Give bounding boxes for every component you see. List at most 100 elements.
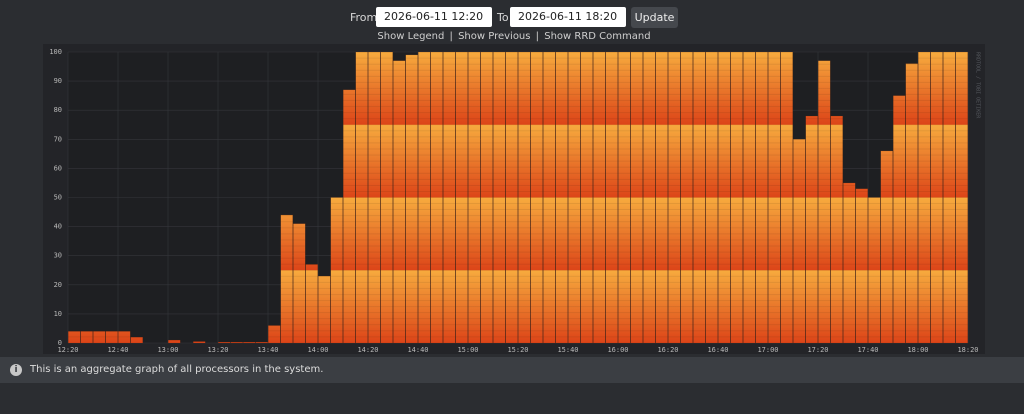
bar	[630, 51, 643, 344]
bar	[955, 51, 968, 344]
bar	[168, 339, 181, 344]
x-tick-label: 12:20	[57, 346, 78, 354]
bar	[80, 331, 93, 344]
bar	[755, 51, 768, 344]
x-tick-label: 18:00	[907, 346, 928, 354]
bar	[680, 51, 693, 344]
bar	[918, 51, 931, 344]
bar	[555, 51, 568, 344]
bar	[368, 51, 381, 344]
x-tick-label: 16:20	[657, 346, 678, 354]
bar	[530, 51, 543, 344]
bar	[843, 182, 856, 344]
link[interactable]: Show RRD Command	[544, 31, 651, 42]
links: Show Legend | Show Previous | Show RRD C…	[0, 31, 1024, 42]
bar	[243, 341, 256, 344]
separator: |	[535, 31, 540, 42]
y-tick-label: 40	[54, 223, 62, 231]
x-tick-label: 17:40	[857, 346, 878, 354]
x-tick-label: 13:20	[207, 346, 228, 354]
bar	[618, 51, 631, 344]
info-bar: i This is an aggregate graph of all proc…	[0, 357, 1024, 383]
bar	[718, 51, 731, 344]
x-tick-label: 16:40	[707, 346, 728, 354]
x-tick-label: 17:20	[807, 346, 828, 354]
x-tick-label: 15:40	[557, 346, 578, 354]
x-tick-label: 15:20	[507, 346, 528, 354]
x-tick-label: 17:00	[757, 346, 778, 354]
x-tick-label: 18:20	[957, 346, 978, 354]
bar	[930, 51, 943, 344]
bar	[805, 115, 818, 344]
bar	[505, 51, 518, 344]
to-label: To	[497, 11, 509, 24]
y-tick-label: 0	[58, 339, 62, 347]
from-input[interactable]: 2026-06-11 12:20	[376, 7, 492, 27]
bar	[893, 95, 906, 344]
y-tick-label: 80	[54, 106, 62, 114]
bar	[430, 51, 443, 344]
bar	[393, 60, 406, 344]
bar	[468, 51, 481, 344]
bar	[830, 115, 843, 344]
bar	[518, 51, 531, 344]
bar	[743, 51, 756, 344]
link[interactable]: Show Legend	[377, 31, 445, 42]
x-tick-label: 12:40	[107, 346, 128, 354]
bar	[118, 331, 131, 344]
chart: 0 10 20 30 40 50 60 70 80 90 100 12:20 12:40 13:00 13:…	[43, 44, 985, 354]
bar	[255, 341, 268, 344]
x-tick-label: 13:40	[257, 346, 278, 354]
bar	[655, 51, 668, 344]
bar	[480, 51, 493, 344]
bar	[880, 150, 893, 344]
bar	[780, 51, 793, 344]
bar	[668, 51, 681, 344]
bar	[693, 51, 706, 344]
y-tick-label: 20	[54, 281, 62, 289]
update-button[interactable]: Update	[631, 7, 678, 28]
bar	[230, 341, 243, 344]
bar	[705, 51, 718, 344]
bar	[418, 51, 431, 344]
bar	[218, 341, 231, 344]
x-tick-label: 16:00	[607, 346, 628, 354]
info-icon: i	[10, 364, 22, 376]
bar	[905, 63, 918, 344]
bar	[730, 51, 743, 344]
bar	[605, 51, 618, 344]
info-text: This is an aggregate graph of all proces…	[30, 364, 324, 375]
from-label: From	[350, 11, 378, 24]
bar	[593, 51, 606, 344]
bar	[818, 60, 831, 344]
bar	[193, 341, 206, 344]
y-tick-label: 70	[54, 135, 62, 143]
bar	[305, 264, 318, 344]
separator: |	[449, 31, 453, 42]
to-input[interactable]: 2026-06-11 18:20	[510, 7, 626, 27]
y-tick-label: 30	[54, 252, 62, 260]
x-tick-label: 14:20	[357, 346, 378, 354]
y-tick-label: 60	[54, 164, 62, 172]
bar	[493, 51, 506, 344]
y-tick-label: 100	[49, 48, 62, 56]
bar	[868, 197, 881, 344]
x-tick-label: 14:40	[407, 346, 428, 354]
bar	[405, 54, 418, 344]
bar	[443, 51, 456, 344]
bar	[318, 275, 331, 344]
bar	[293, 223, 306, 344]
bar	[343, 89, 356, 344]
watermark: RRDTOOL / TOBI OETIKER	[975, 52, 981, 119]
bar	[105, 331, 118, 344]
link[interactable]: Show Previous	[458, 31, 531, 42]
bar	[568, 51, 581, 344]
bar	[580, 51, 593, 344]
y-tick-label: 90	[54, 77, 62, 85]
bar	[643, 51, 656, 344]
y-tick-label: 10	[54, 310, 62, 318]
bar	[855, 188, 868, 344]
bar	[380, 51, 393, 344]
x-tick-label: 15:00	[457, 346, 478, 354]
